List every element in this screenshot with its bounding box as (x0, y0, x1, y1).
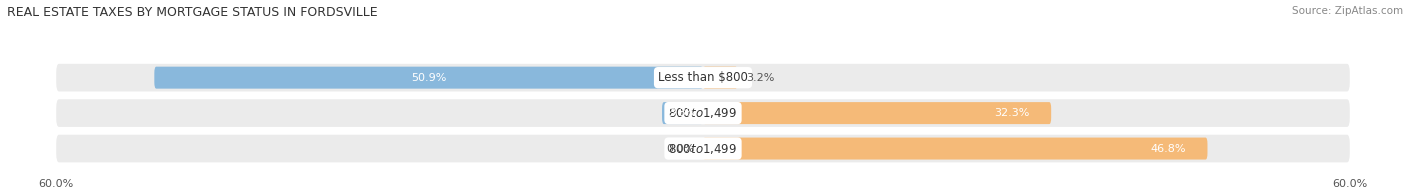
Text: $800 to $1,499: $800 to $1,499 (668, 142, 738, 156)
FancyBboxPatch shape (662, 102, 703, 124)
FancyBboxPatch shape (56, 99, 1350, 127)
Text: Source: ZipAtlas.com: Source: ZipAtlas.com (1292, 6, 1403, 16)
Text: 32.3%: 32.3% (994, 108, 1029, 118)
Text: REAL ESTATE TAXES BY MORTGAGE STATUS IN FORDSVILLE: REAL ESTATE TAXES BY MORTGAGE STATUS IN … (7, 6, 378, 19)
Text: 50.9%: 50.9% (411, 73, 446, 83)
FancyBboxPatch shape (155, 67, 703, 89)
Text: 0.0%: 0.0% (666, 144, 695, 153)
Text: 3.8%: 3.8% (668, 108, 697, 118)
Text: $800 to $1,499: $800 to $1,499 (668, 106, 738, 120)
Text: Less than $800: Less than $800 (658, 71, 748, 84)
FancyBboxPatch shape (56, 135, 1350, 162)
FancyBboxPatch shape (703, 67, 738, 89)
Text: 3.2%: 3.2% (747, 73, 775, 83)
Text: 46.8%: 46.8% (1150, 144, 1185, 153)
FancyBboxPatch shape (703, 102, 1052, 124)
FancyBboxPatch shape (56, 64, 1350, 91)
FancyBboxPatch shape (703, 137, 1208, 160)
